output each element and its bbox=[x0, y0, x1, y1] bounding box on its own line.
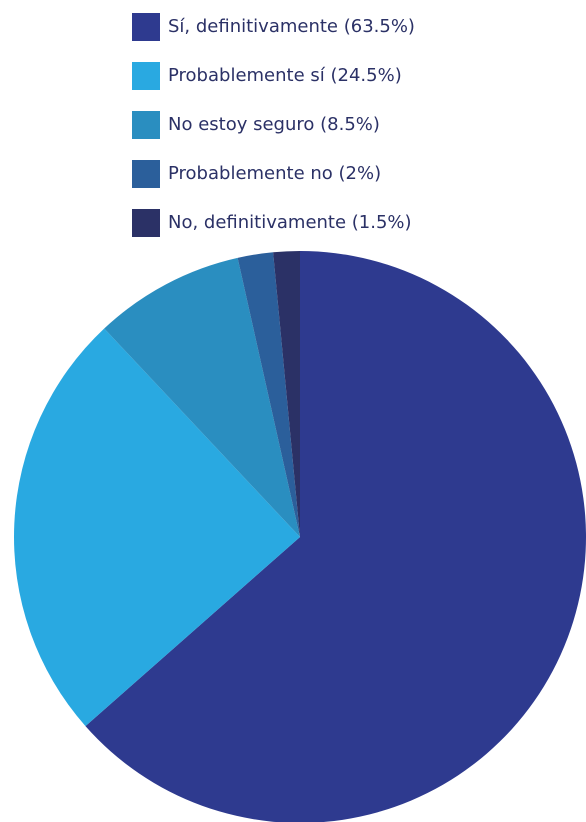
pie-slice bbox=[104, 257, 300, 537]
legend-swatch bbox=[132, 62, 160, 90]
pie-slice bbox=[13, 328, 300, 727]
legend-swatch bbox=[132, 160, 160, 188]
legend-label: No, definitivamente (1.5%) bbox=[168, 212, 412, 233]
legend-swatch bbox=[132, 111, 160, 139]
legend-label: Probablemente no (2%) bbox=[168, 163, 381, 184]
legend-label: Probablemente sí (24.5%) bbox=[168, 65, 402, 86]
legend-swatch bbox=[132, 209, 160, 237]
pie-slice bbox=[273, 251, 300, 537]
pie-slice bbox=[85, 251, 586, 822]
legend-label: Sí, definitivamente (63.5%) bbox=[168, 16, 415, 37]
legend-swatch bbox=[132, 13, 160, 41]
legend-label: No estoy seguro (8.5%) bbox=[168, 114, 380, 135]
pie-slice bbox=[237, 252, 300, 537]
